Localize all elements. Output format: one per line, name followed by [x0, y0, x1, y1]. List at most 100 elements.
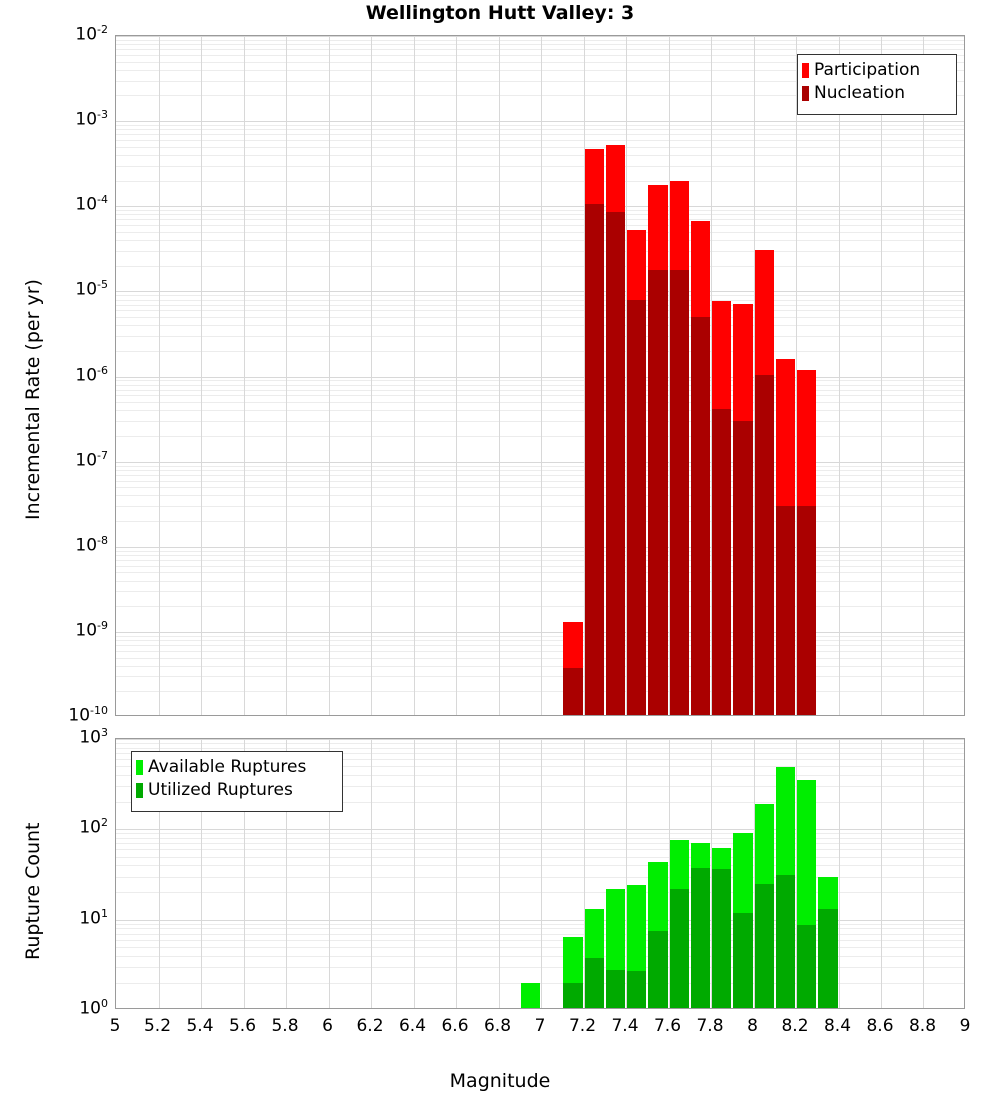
gridline-horizontal [116, 572, 964, 574]
gridline-horizontal [116, 250, 964, 252]
gridline-vertical [881, 36, 882, 715]
x-axis-tick-label: 5.4 [186, 1016, 214, 1036]
gridline-horizontal [116, 121, 964, 123]
gridline-horizontal [116, 95, 964, 97]
gridline-horizontal [116, 691, 964, 693]
gridline-horizontal [116, 350, 964, 352]
gridline-horizontal [116, 982, 964, 984]
gridline-horizontal [116, 759, 964, 761]
gridline-horizontal [116, 304, 964, 306]
gridline-horizontal [116, 231, 964, 233]
bar-utilized-ruptures [712, 869, 732, 1008]
gridline-vertical [456, 36, 457, 715]
bar-nucleation [605, 212, 625, 715]
gridline-horizontal [116, 421, 964, 422]
gridline-horizontal [116, 550, 964, 552]
gridline-horizontal [116, 180, 964, 182]
gridline-horizontal [116, 265, 964, 267]
gridline-horizontal [116, 923, 964, 925]
bar-nucleation [584, 204, 604, 715]
gridline-horizontal [116, 461, 964, 463]
gridline-vertical [839, 36, 840, 715]
y-axis-tick-label: 10-10 [68, 704, 108, 726]
gridline-horizontal [116, 125, 964, 127]
gridline-vertical [329, 739, 330, 1008]
bar-utilized-ruptures [818, 909, 838, 1008]
legend-label: Utilized Ruptures [148, 780, 293, 800]
y-axis-tick-label: 101 [79, 906, 108, 929]
utilized-ruptures-swatch-icon [136, 783, 143, 798]
gridline-vertical [711, 36, 712, 715]
gridline-horizontal [116, 317, 964, 318]
bar-nucleation [690, 317, 710, 715]
gridline-vertical [923, 739, 924, 1008]
gridline-vertical [201, 36, 202, 715]
x-axis-tick-label: 6.4 [398, 1016, 427, 1036]
gridline-horizontal [116, 435, 964, 437]
gridline-vertical [286, 739, 287, 1008]
gridline-horizontal [116, 80, 964, 82]
gridline-horizontal [116, 955, 964, 957]
gridline-horizontal [116, 739, 964, 740]
gridline-vertical [456, 739, 457, 1008]
gridline-vertical [371, 36, 372, 715]
legend-label: Nucleation [814, 83, 906, 103]
gridline-vertical [796, 739, 797, 1008]
gridline-horizontal [116, 865, 964, 867]
bar-utilized-ruptures [563, 982, 583, 1008]
bar-utilized-ruptures [754, 883, 774, 1008]
legend-item-utilized-ruptures: Utilized Ruptures [136, 779, 336, 802]
gridline-vertical [711, 739, 712, 1008]
bar-nucleation [733, 421, 753, 715]
gridline-horizontal [116, 966, 964, 968]
bar-nucleation [648, 269, 668, 715]
gridline-horizontal [116, 786, 964, 788]
x-axis-tick-label: 6.6 [441, 1016, 469, 1036]
gridline-vertical [159, 36, 160, 715]
gridline-horizontal [116, 521, 964, 523]
gridline-vertical [541, 36, 542, 715]
x-axis-tick-label: 7 [534, 1016, 546, 1036]
bar-utilized-ruptures [605, 969, 625, 1008]
gridline-horizontal [116, 225, 964, 227]
bar-utilized-ruptures [627, 971, 647, 1008]
bar-nucleation [627, 299, 647, 715]
x-axis-tick-label: 8 [747, 1016, 758, 1036]
gridline-horizontal [116, 465, 964, 467]
gridline-vertical [286, 36, 287, 715]
gridline-horizontal [116, 376, 964, 378]
x-axis-tick-label: 7.2 [568, 1016, 597, 1036]
gridline-vertical [626, 36, 627, 715]
gridline-vertical [414, 739, 415, 1008]
gridline-vertical [201, 739, 202, 1008]
gridline-horizontal [116, 919, 964, 921]
y-axis-tick-label: 10-9 [75, 618, 108, 641]
gridline-horizontal [116, 480, 964, 482]
y-axis-tick-label: 10-6 [75, 363, 108, 386]
bar-nucleation [563, 667, 583, 715]
gridline-horizontal [116, 838, 964, 840]
gridline-horizontal [116, 335, 964, 337]
gridline-horizontal [116, 635, 964, 637]
bar-utilized-ruptures [775, 875, 795, 1008]
gridline-horizontal [116, 129, 964, 131]
gridline-vertical [499, 739, 500, 1008]
gridline-horizontal [116, 565, 964, 567]
gridline-vertical [796, 36, 797, 715]
bar-nucleation [712, 408, 732, 715]
x-axis-tick-label: 6.2 [356, 1016, 384, 1036]
gridline-horizontal [116, 933, 964, 935]
gridline-horizontal [116, 487, 964, 489]
gridline-horizontal [116, 774, 964, 776]
bottom-y-axis-title: Rupture Count [22, 822, 44, 961]
bar-utilized-ruptures [733, 912, 753, 1008]
gridline-vertical [499, 36, 500, 715]
x-axis-tick-label: 8.8 [908, 1016, 937, 1036]
bar-utilized-ruptures [584, 957, 604, 1008]
gridline-horizontal [116, 69, 964, 71]
gridline-horizontal [116, 299, 964, 301]
gridline-horizontal [116, 402, 964, 404]
gridline-vertical [159, 739, 160, 1008]
gridline-horizontal [116, 395, 964, 397]
